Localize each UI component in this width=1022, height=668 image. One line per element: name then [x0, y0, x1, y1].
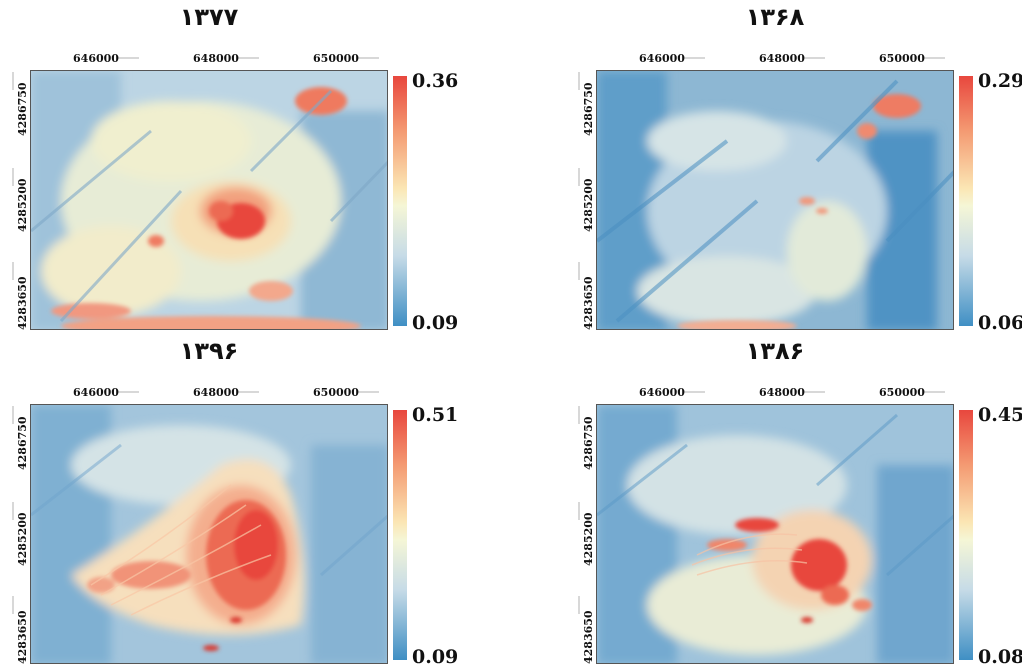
colorbar-min-label: 0.09 — [412, 312, 459, 334]
y-tick-label: 4285200 — [16, 178, 29, 232]
y-tick-mark — [578, 72, 580, 90]
x-tick-label: 646000 — [639, 386, 685, 399]
y-tick-mark — [12, 168, 14, 186]
y-tick-label: 4283650 — [582, 276, 595, 330]
x-tick-mark — [683, 391, 705, 393]
x-tick-label: 650000 — [313, 386, 359, 399]
x-tick-mark — [117, 391, 139, 393]
y-tick-mark — [12, 406, 14, 424]
y-tick-label: 4286750 — [16, 82, 29, 136]
raster-map — [30, 70, 388, 330]
colorbar-max-label: 0.36 — [412, 70, 459, 92]
panel-title: ۱۳۸۶ — [745, 337, 805, 365]
y-tick-mark — [12, 72, 14, 90]
x-tick-mark — [357, 57, 379, 59]
x-tick-label: 650000 — [313, 52, 359, 65]
x-tick-label: 646000 — [73, 386, 119, 399]
x-tick-mark — [923, 391, 945, 393]
y-tick-mark — [12, 262, 14, 280]
colorbar — [393, 76, 407, 326]
y-tick-mark — [578, 406, 580, 424]
map-panel-1368: ۱۳۶۸ 646000 648000 650000 4286750 428520… — [566, 0, 1022, 334]
x-tick-mark — [803, 57, 825, 59]
y-tick-label: 4286750 — [582, 82, 595, 136]
y-tick-label: 4286750 — [582, 416, 595, 470]
x-tick-mark — [117, 57, 139, 59]
colorbar-min-label: 0.06 — [978, 312, 1022, 334]
y-tick-label: 4283650 — [582, 610, 595, 664]
x-tick-mark — [357, 391, 379, 393]
panel-title: ۱۳۶۸ — [745, 3, 805, 31]
panel-title: ۱۳۹۶ — [179, 337, 239, 365]
colorbar-max-label: 0.45 — [978, 404, 1022, 426]
y-tick-mark — [12, 596, 14, 614]
colorbar-min-label: 0.09 — [412, 646, 459, 668]
x-tick-label: 648000 — [759, 386, 805, 399]
x-tick-label: 650000 — [879, 386, 925, 399]
x-tick-mark — [237, 57, 259, 59]
x-tick-label: 646000 — [639, 52, 685, 65]
y-tick-label: 4285200 — [16, 512, 29, 566]
x-tick-mark — [683, 57, 705, 59]
raster-map — [596, 70, 954, 330]
map-panel-1377: ۱۳۷۷ 646000 648000 650000 4286750 428520… — [0, 0, 460, 334]
colorbar — [959, 410, 973, 660]
map-panel-1396: ۱۳۹۶ 646000 648000 650000 4286750 428520… — [0, 334, 460, 668]
raster-image — [31, 71, 387, 329]
raster-image — [31, 405, 387, 663]
y-tick-mark — [578, 168, 580, 186]
x-tick-mark — [923, 57, 945, 59]
x-tick-label: 646000 — [73, 52, 119, 65]
x-tick-label: 650000 — [879, 52, 925, 65]
y-tick-label: 4283650 — [16, 610, 29, 664]
panel-title: ۱۳۷۷ — [179, 3, 239, 31]
colorbar-max-label: 0.51 — [412, 404, 459, 426]
colorbar-max-label: 0.29 — [978, 70, 1022, 92]
x-tick-label: 648000 — [193, 52, 239, 65]
x-tick-mark — [237, 391, 259, 393]
y-tick-label: 4285200 — [582, 178, 595, 232]
y-tick-label: 4285200 — [582, 512, 595, 566]
y-tick-mark — [578, 262, 580, 280]
colorbar-min-label: 0.08 — [978, 646, 1022, 668]
map-panel-1386: ۱۳۸۶ 646000 648000 650000 4286750 428520… — [566, 334, 1022, 668]
raster-map — [30, 404, 388, 664]
y-tick-mark — [12, 502, 14, 520]
y-tick-mark — [578, 502, 580, 520]
y-tick-label: 4283650 — [16, 276, 29, 330]
colorbar — [959, 76, 973, 326]
x-tick-label: 648000 — [759, 52, 805, 65]
raster-map — [596, 404, 954, 664]
colorbar — [393, 410, 407, 660]
raster-image — [597, 71, 953, 329]
x-tick-mark — [803, 391, 825, 393]
x-tick-label: 648000 — [193, 386, 239, 399]
raster-image — [597, 405, 953, 663]
y-tick-mark — [578, 596, 580, 614]
y-tick-label: 4286750 — [16, 416, 29, 470]
